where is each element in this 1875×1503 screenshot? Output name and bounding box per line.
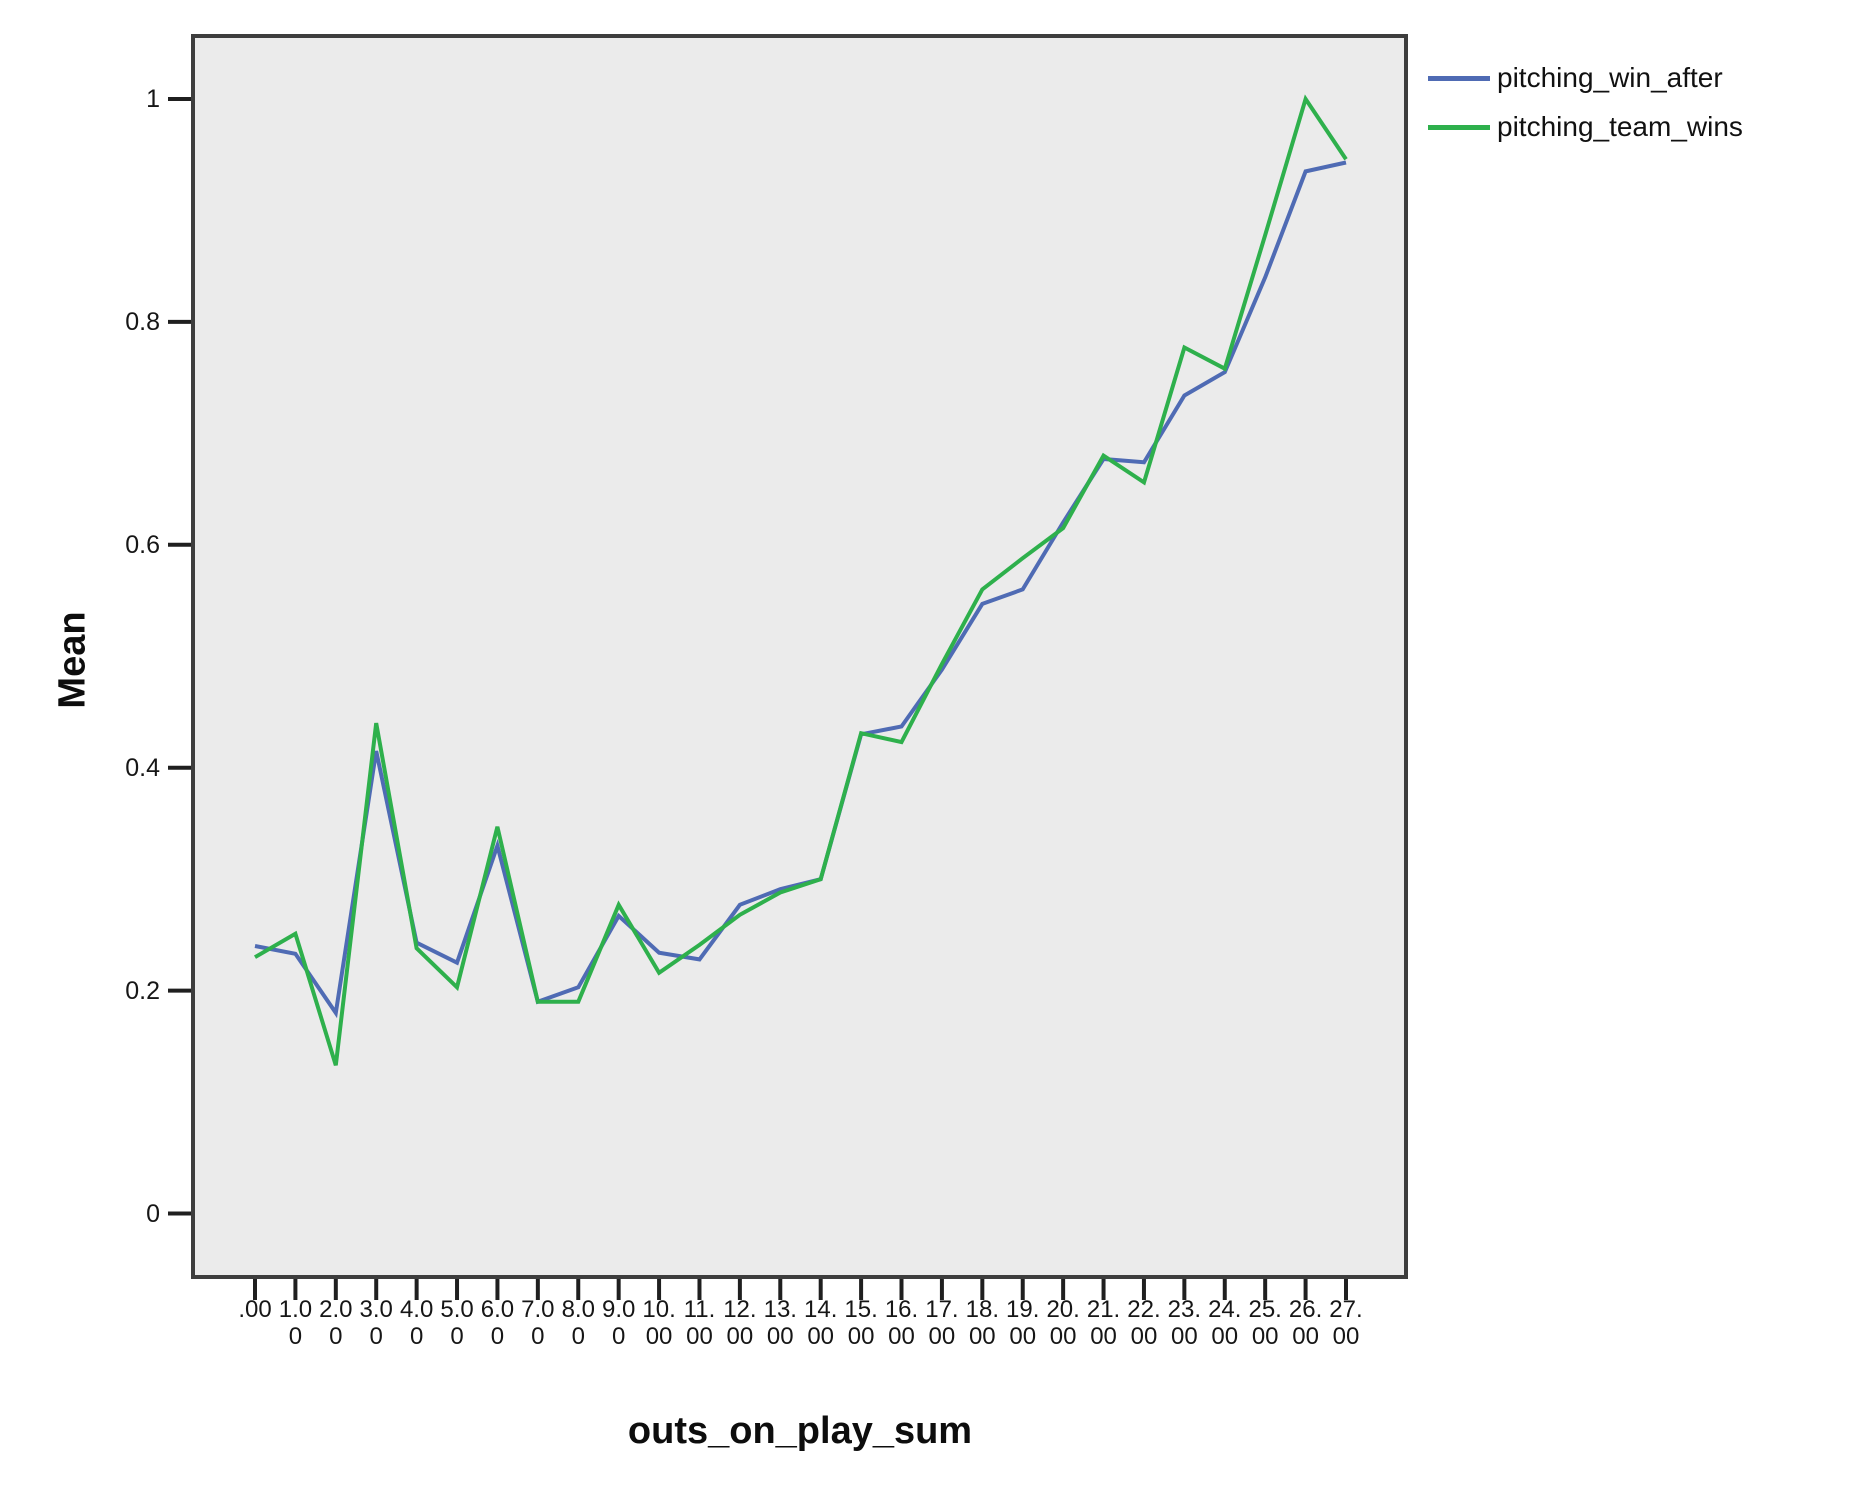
x-tick-label: 17. 00 <box>925 1296 959 1350</box>
x-tick-label: 12. 00 <box>723 1296 757 1350</box>
x-axis-title: outs_on_play_sum <box>627 1410 973 1452</box>
x-tick-label: 14. 00 <box>804 1296 838 1350</box>
x-tick-label: 20. 00 <box>1046 1296 1080 1350</box>
y-tick-label: 1 <box>146 85 160 113</box>
x-tick-label: 10. 00 <box>642 1296 676 1350</box>
x-tick-label: 23. 00 <box>1167 1296 1202 1350</box>
x-tick-label: 1.0 0 <box>278 1296 313 1350</box>
x-tick-label: 4.0 0 <box>399 1296 434 1350</box>
x-tick-label: 24. 00 <box>1208 1296 1242 1350</box>
x-tick-label: 16. 00 <box>884 1296 919 1350</box>
y-tick-label: 0.8 <box>125 307 160 336</box>
x-tick-label: .00 <box>238 1296 272 1323</box>
y-tick-label: 0.2 <box>125 976 160 1005</box>
x-tick-label: 8.0 0 <box>561 1296 595 1350</box>
legend: pitching_win_after pitching_team_wins <box>1428 60 1743 145</box>
y-tick-label: 0.4 <box>125 753 160 782</box>
x-tick-label: 19. 00 <box>1006 1296 1040 1350</box>
plot-area <box>191 34 1408 1279</box>
x-tick-label: 27. 00 <box>1329 1296 1363 1350</box>
x-tick-label: 13. 00 <box>763 1296 797 1350</box>
x-tick-label: 2.0 0 <box>319 1296 353 1350</box>
x-tick-label: 9.0 0 <box>601 1296 636 1350</box>
y-axis-title: Mean <box>51 611 94 709</box>
x-tick-label: 5.0 0 <box>440 1296 474 1350</box>
x-tick-label: 3.0 0 <box>359 1296 393 1350</box>
x-tick-label: 15. 00 <box>844 1296 878 1350</box>
x-tick-label: 21. 00 <box>1086 1296 1121 1350</box>
legend-line-swatch-blue <box>1428 75 1490 81</box>
x-tick-label: 7.0 0 <box>521 1296 555 1350</box>
x-tick-label: 11. 00 <box>683 1296 716 1350</box>
x-tick-label: 25. 00 <box>1248 1296 1282 1350</box>
x-tick-label: 22. 00 <box>1127 1296 1161 1350</box>
y-tick-label: 0.6 <box>125 530 160 559</box>
series-line-pitching_team_wins <box>253 94 1348 1066</box>
y-tick-label: 0 <box>146 1199 160 1228</box>
x-tick-label: 6.0 0 <box>480 1296 515 1350</box>
legend-item: pitching_team_wins <box>1428 109 1743 145</box>
x-tick-label: 26. 00 <box>1288 1296 1323 1350</box>
legend-item: pitching_win_after <box>1428 60 1743 96</box>
x-tick-label: 18. 00 <box>965 1296 999 1350</box>
legend-line-swatch-green <box>1428 124 1490 130</box>
legend-label: pitching_team_wins <box>1497 111 1743 142</box>
legend-label: pitching_win_after <box>1497 62 1723 93</box>
